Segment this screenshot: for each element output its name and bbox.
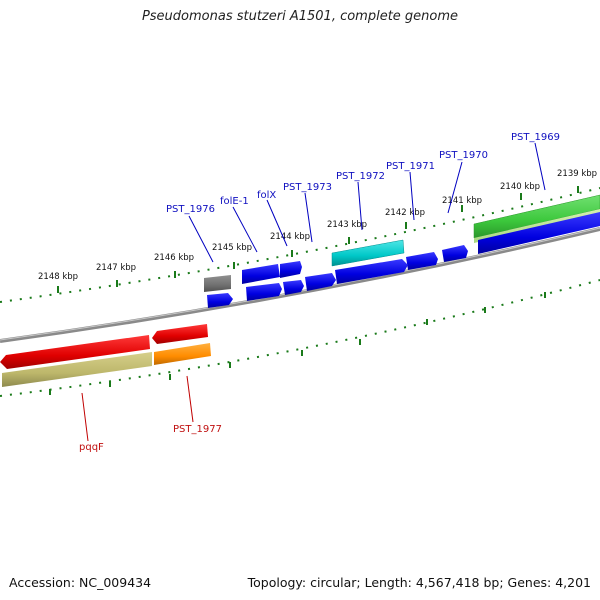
gene-pst-1977-arrow[interactable] (154, 343, 211, 365)
genome-backbone (0, 227, 600, 343)
kbp-2145: 2145 kbp (212, 243, 252, 253)
gene-pst-1970-arrow[interactable] (478, 212, 600, 254)
label-leaders-reverse (81, 375, 194, 442)
label-pst-1971[interactable]: PST_1971 (386, 161, 435, 172)
gene-pst-1977-red-arrow[interactable] (152, 324, 208, 344)
gene-fole-1b-arrow[interactable] (246, 283, 282, 301)
map-title: Pseudomonas stutzeri A1501, complete gen… (141, 9, 459, 24)
accession-info: Accession: NC_009434 (9, 575, 152, 590)
kbp-2143: 2143 kbp (327, 220, 367, 230)
inner-major-ticks (49, 292, 546, 395)
gene-pst-1973-arrow[interactable] (305, 273, 336, 291)
gene-pst-1971-arrow[interactable] (406, 252, 438, 270)
label-folx[interactable]: folX (257, 190, 276, 201)
inner-scale-ring (0, 279, 600, 397)
scale-labels: 2148 kbp 2147 kbp 2146 kbp 2145 kbp 2144… (38, 169, 597, 282)
gene-folx-arrow[interactable] (280, 261, 302, 278)
gene-pst-1976b-arrow[interactable] (207, 293, 233, 308)
kbp-2139: 2139 kbp (557, 169, 597, 179)
outer-major-ticks (57, 186, 579, 293)
gene-folx-b-arrow[interactable] (283, 280, 304, 295)
forward-lower-lane (207, 212, 600, 308)
kbp-2141: 2141 kbp (442, 196, 482, 206)
kbp-2142: 2142 kbp (385, 208, 425, 218)
gene-fole-1-arrow[interactable] (242, 264, 280, 284)
label-pqqf[interactable]: pqqF (79, 442, 104, 453)
kbp-2144: 2144 kbp (270, 232, 310, 242)
label-pst-1969[interactable]: PST_1969 (511, 132, 560, 143)
gene-pqqf-shadow (2, 352, 152, 387)
gene-pst-1972b-arrow[interactable] (335, 259, 408, 284)
label-pst-1977[interactable]: PST_1977 (173, 424, 222, 435)
label-fole-1[interactable]: folE-1 (220, 196, 249, 207)
kbp-2147: 2147 kbp (96, 263, 136, 273)
kbp-2140: 2140 kbp (500, 182, 540, 192)
gene-labels: PST_1969 PST_1970 PST_1971 PST_1972 PST_… (79, 132, 560, 453)
kbp-2146: 2146 kbp (154, 253, 194, 263)
gene-pst-1969-arrow[interactable] (473, 194, 600, 239)
label-pst-1973[interactable]: PST_1973 (283, 182, 332, 193)
genome-summary: Topology: circular; Length: 4,567,418 bp… (247, 575, 591, 590)
label-pst-1972[interactable]: PST_1972 (336, 171, 385, 182)
kbp-2148: 2148 kbp (38, 272, 78, 282)
reverse-lane (0, 324, 211, 387)
gene-pst-1972-arrow[interactable] (331, 239, 405, 267)
gene-pst-1970b-arrow[interactable] (442, 245, 468, 262)
gene-pst-1976-arrow[interactable] (204, 275, 231, 292)
gene-pqqf-arrow[interactable] (0, 335, 150, 369)
label-pst-1970[interactable]: PST_1970 (439, 150, 488, 161)
label-leaders (188, 142, 546, 263)
label-pst-1976[interactable]: PST_1976 (166, 204, 215, 215)
